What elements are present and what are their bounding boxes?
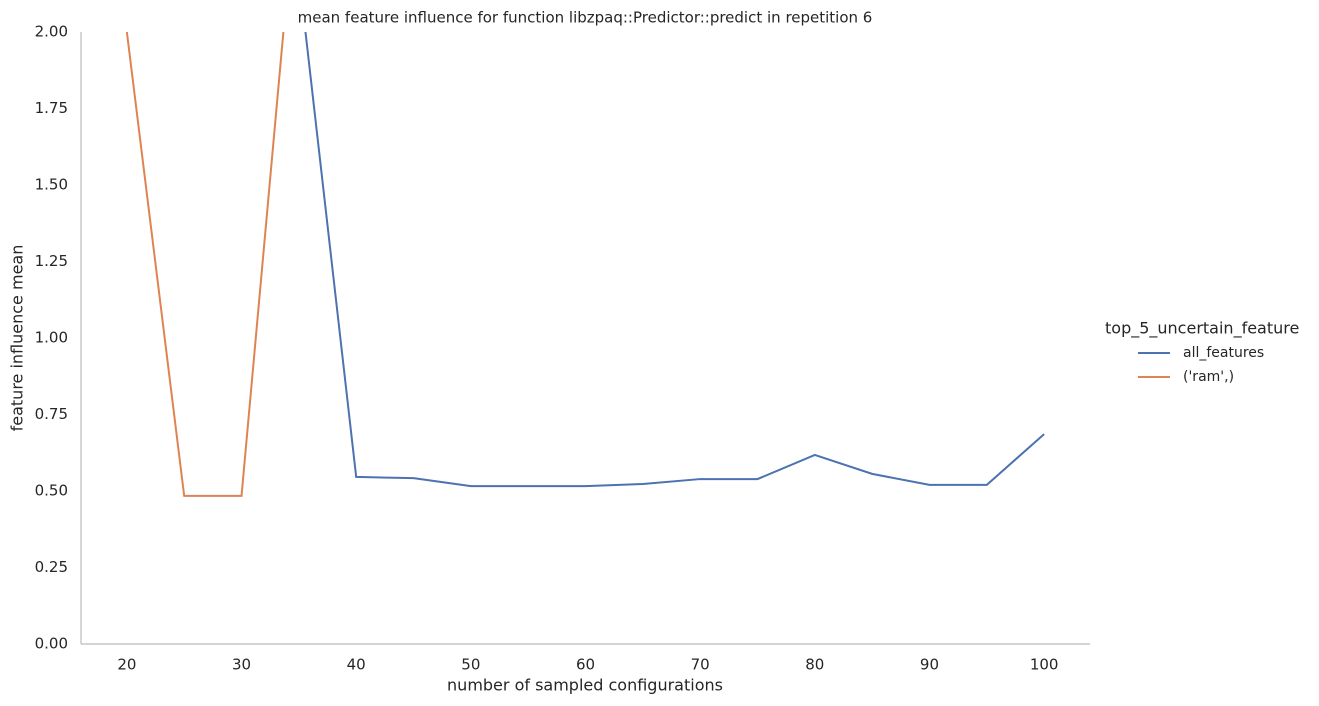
y-tick-label: 1.00 xyxy=(35,329,68,347)
x-axis-label: number of sampled configurations xyxy=(447,676,723,695)
chart-title: mean feature influence for function libz… xyxy=(298,9,873,27)
plot-area xyxy=(125,32,1045,497)
x-tick-label: 100 xyxy=(1030,656,1059,674)
x-tick-label: 20 xyxy=(117,656,136,674)
y-tick-label: 1.50 xyxy=(35,176,68,194)
x-tick-label: 60 xyxy=(576,656,595,674)
y-tick-label: 0.50 xyxy=(35,482,68,500)
legend-title: top_5_uncertain_feature xyxy=(1105,319,1299,339)
y-tick-label: 0.75 xyxy=(35,405,68,423)
x-tick-label: 30 xyxy=(232,656,251,674)
x-tick-label: 80 xyxy=(805,656,824,674)
y-tick-label: 1.75 xyxy=(35,99,68,117)
data-line xyxy=(304,32,1045,488)
y-tick-label: 0.25 xyxy=(35,558,68,576)
y-tick-label: 2.00 xyxy=(35,23,68,41)
y-tick-label: 1.25 xyxy=(35,252,68,270)
y-tick-label: 0.00 xyxy=(35,635,68,653)
x-tick-label: 70 xyxy=(691,656,710,674)
x-tick-label: 50 xyxy=(461,656,480,674)
x-tick-label: 90 xyxy=(920,656,939,674)
legend-label: ('ram',) xyxy=(1183,369,1234,385)
x-tick-label: 40 xyxy=(347,656,366,674)
y-axis-label: feature influence mean xyxy=(8,245,27,432)
data-line xyxy=(125,32,285,497)
legend-label: all_features xyxy=(1183,345,1264,361)
